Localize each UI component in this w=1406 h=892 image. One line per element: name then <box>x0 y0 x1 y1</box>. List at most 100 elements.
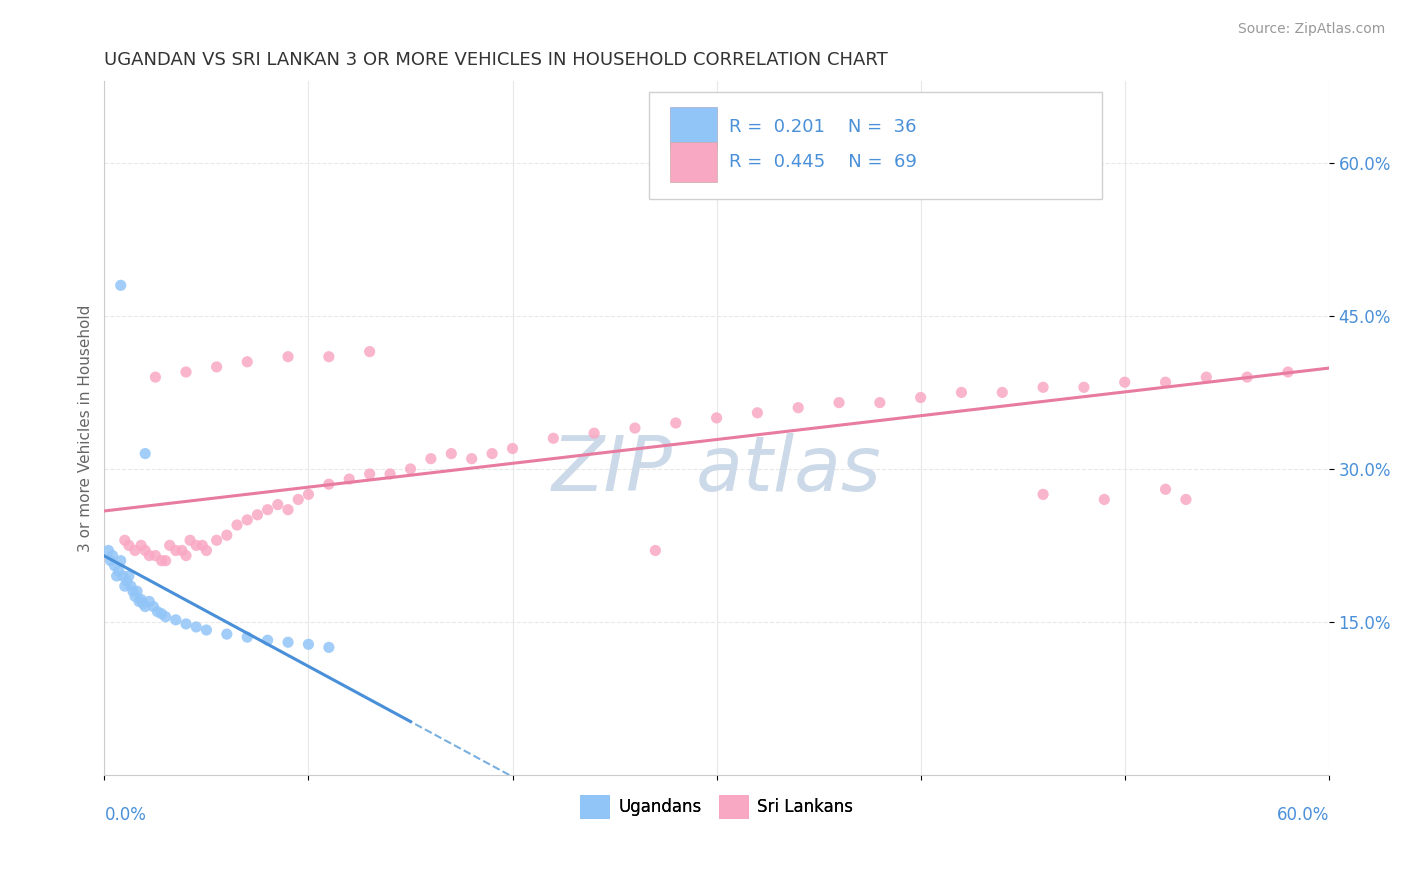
FancyBboxPatch shape <box>650 92 1102 199</box>
Point <box>236 630 259 644</box>
Point <box>118 569 141 583</box>
Point <box>440 447 463 461</box>
Point <box>97 543 120 558</box>
Point <box>359 467 381 481</box>
Point <box>378 467 401 481</box>
Point <box>215 528 238 542</box>
Point <box>502 442 524 456</box>
Point <box>165 543 187 558</box>
Point <box>186 538 208 552</box>
Point <box>277 502 299 516</box>
Point <box>105 569 128 583</box>
Point <box>138 594 160 608</box>
Point <box>787 401 810 415</box>
Point <box>129 538 152 552</box>
Point <box>129 592 152 607</box>
Point <box>869 166 891 180</box>
Point <box>111 569 134 583</box>
Point <box>1092 492 1115 507</box>
Point <box>1154 483 1177 497</box>
Point <box>150 554 173 568</box>
Point <box>1236 370 1258 384</box>
Point <box>115 574 138 588</box>
Point <box>399 462 422 476</box>
Point <box>125 584 148 599</box>
Point <box>583 426 606 441</box>
Point <box>543 431 565 445</box>
Text: UGANDAN VS SRI LANKAN 3 OR MORE VEHICLES IN HOUSEHOLD CORRELATION CHART: UGANDAN VS SRI LANKAN 3 OR MORE VEHICLES… <box>104 51 889 69</box>
Text: 0.0%: 0.0% <box>104 805 146 824</box>
Point <box>114 579 136 593</box>
Point <box>297 637 319 651</box>
Point <box>186 620 208 634</box>
Point <box>277 350 299 364</box>
Point <box>118 538 141 552</box>
Point <box>419 451 441 466</box>
Point <box>174 616 197 631</box>
Point <box>122 584 145 599</box>
Point <box>128 594 150 608</box>
Point <box>110 278 132 293</box>
Point <box>145 370 167 384</box>
Point <box>205 359 228 374</box>
Point <box>869 395 891 409</box>
Point <box>195 623 218 637</box>
Point <box>155 609 177 624</box>
Point <box>991 385 1014 400</box>
Point <box>481 447 503 461</box>
Point <box>114 533 136 548</box>
Point <box>246 508 269 522</box>
Point <box>950 385 973 400</box>
Point <box>318 477 340 491</box>
Point <box>706 410 728 425</box>
Point <box>236 355 259 369</box>
Point <box>287 492 309 507</box>
Point <box>134 543 156 558</box>
Point <box>120 579 142 593</box>
Point <box>146 605 169 619</box>
FancyBboxPatch shape <box>671 142 717 182</box>
Text: 60.0%: 60.0% <box>1277 805 1329 824</box>
Point <box>828 395 851 409</box>
Point <box>1154 375 1177 389</box>
Point <box>103 558 125 573</box>
Point <box>359 344 381 359</box>
Point <box>110 554 132 568</box>
Point <box>174 549 197 563</box>
Point <box>195 543 218 558</box>
Point <box>337 472 360 486</box>
Point <box>460 451 482 466</box>
Point <box>134 447 156 461</box>
Point <box>145 549 167 563</box>
Point <box>170 543 193 558</box>
Point <box>747 406 769 420</box>
Point <box>1277 365 1299 379</box>
Point <box>267 498 290 512</box>
Point <box>318 350 340 364</box>
Point <box>124 543 146 558</box>
Point <box>256 633 278 648</box>
Y-axis label: 3 or more Vehicles in Household: 3 or more Vehicles in Household <box>79 304 93 552</box>
Point <box>297 487 319 501</box>
Point <box>134 599 156 614</box>
Point <box>159 538 181 552</box>
Text: R =  0.445    N =  69: R = 0.445 N = 69 <box>728 153 917 170</box>
Point <box>226 518 249 533</box>
Point <box>107 564 129 578</box>
Point <box>256 502 278 516</box>
Point <box>644 543 666 558</box>
Point <box>174 365 197 379</box>
Point <box>205 533 228 548</box>
Point <box>132 597 155 611</box>
Point <box>1073 380 1095 394</box>
Point <box>100 554 122 568</box>
Text: ZIP atlas: ZIP atlas <box>551 433 882 507</box>
Point <box>142 599 165 614</box>
Legend: Ugandans, Sri Lankans: Ugandans, Sri Lankans <box>574 789 859 825</box>
Point <box>1032 487 1054 501</box>
Point <box>1032 380 1054 394</box>
Point <box>138 549 160 563</box>
Point <box>215 627 238 641</box>
Point <box>150 607 173 621</box>
Text: R =  0.201    N =  36: R = 0.201 N = 36 <box>728 118 917 136</box>
